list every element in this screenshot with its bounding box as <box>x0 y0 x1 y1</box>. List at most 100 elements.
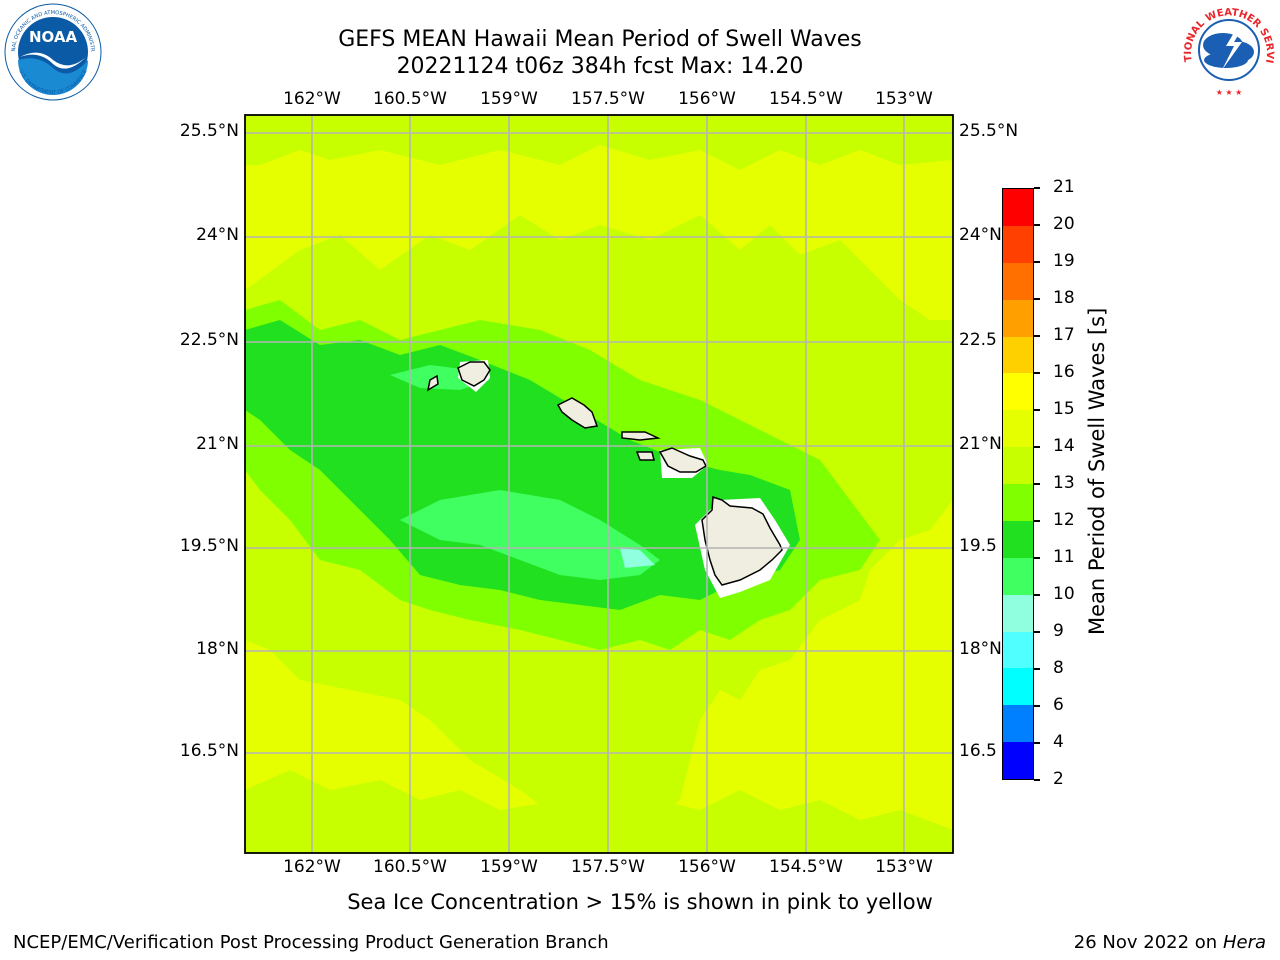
colorbar-ticks: 2 4 6 8 9 10 11 12 13 14 15 16 17 18 19 20 21 <box>1034 177 1094 789</box>
lon-label-bottom: 156°W <box>678 857 736 877</box>
lon-label-top: 160.5°W <box>373 89 447 109</box>
field-9-10 <box>400 490 660 580</box>
footer-credit: NCEP/EMC/Verification Post Processing Pr… <box>13 932 609 953</box>
island-kahoolawe <box>635 451 655 461</box>
lon-label-bottom: 160.5°W <box>373 857 447 877</box>
footer-date: 26 Nov 2022 on Hera <box>1074 932 1266 953</box>
colorbar-tick-label: 14 <box>1053 436 1075 456</box>
colorbar-segment <box>1003 299 1033 337</box>
lon-label-top: 157.5°W <box>571 89 645 109</box>
colorbar-tick-label: 6 <box>1053 695 1064 715</box>
colorbar-tick-label: 11 <box>1053 547 1075 567</box>
field-8-9 <box>620 548 655 568</box>
colorbar-segment <box>1003 262 1033 300</box>
colorbar-tick-mark <box>1034 520 1040 522</box>
lat-label-left: 24°N <box>196 225 239 245</box>
lat-label-right: 18°N <box>959 639 1002 659</box>
colorbar-tick-label: 17 <box>1053 325 1075 345</box>
lon-label-top: 162°W <box>283 89 341 109</box>
colorbar-tick-label: 13 <box>1053 473 1075 493</box>
colorbar-segment <box>1003 336 1033 374</box>
lon-label-top: 153°W <box>875 89 933 109</box>
noaa-logo: NOAA NATIONAL OCEANIC AND ATMOSPHERIC AD… <box>3 2 102 101</box>
colorbar-segment <box>1003 189 1033 226</box>
lat-label-right: 22.5 <box>959 330 997 350</box>
lat-label-left: 22.5°N <box>179 330 239 350</box>
colorbar-tick-mark <box>1034 594 1040 596</box>
map-frame <box>244 114 954 854</box>
colorbar-tick-label: 4 <box>1053 732 1064 752</box>
lon-label-bottom: 153°W <box>875 857 933 877</box>
lat-label-left: 18°N <box>196 639 239 659</box>
colorbar-tick-mark <box>1034 224 1040 226</box>
colorbar-tick-label: 21 <box>1053 177 1075 197</box>
colorbar-tick-mark <box>1034 409 1040 411</box>
lat-label-left: 25.5°N <box>179 121 239 141</box>
colorbar <box>1002 188 1034 780</box>
colorbar-tick-mark <box>1034 631 1040 633</box>
island-niihau <box>426 374 439 392</box>
colorbar-segment <box>1003 594 1033 632</box>
island-molokai <box>621 431 661 441</box>
lat-label-right: 25.5°N <box>959 121 1019 141</box>
colorbar-segment <box>1003 668 1033 706</box>
chart-subtitle: 20221124 t06z 384h fcst Max: 14.20 <box>396 54 804 79</box>
colorbar-segment <box>1003 520 1033 558</box>
colorbar-tick-mark <box>1034 446 1040 448</box>
colorbar-tick-mark <box>1034 668 1040 670</box>
colorbar-label: Mean Period of Swell Waves [s] <box>1085 307 1109 635</box>
lat-label-left: 19.5°N <box>179 536 239 556</box>
colorbar-tick-mark <box>1034 372 1040 374</box>
colorbar-segment <box>1003 447 1033 484</box>
colorbar-segment <box>1003 484 1033 521</box>
nws-logo: NATIONAL WEATHER SERVICE ★ ★ ★ <box>1178 0 1277 98</box>
island-hawaii <box>701 495 783 586</box>
field-12-13-south <box>245 770 953 853</box>
colorbar-tick-label: 20 <box>1053 214 1075 234</box>
lat-label-right: 24°N <box>959 225 1002 245</box>
colorbar-segment <box>1003 557 1033 595</box>
field-12-13-top <box>245 115 953 170</box>
lon-label-bottom: 162°W <box>283 857 341 877</box>
lon-label-bottom: 157.5°W <box>571 857 645 877</box>
footer-host: Hera <box>1222 932 1266 953</box>
lon-label-top: 156°W <box>678 89 736 109</box>
lon-label-top: 154.5°W <box>769 89 843 109</box>
island-kauai <box>457 361 491 387</box>
colorbar-segment <box>1003 225 1033 263</box>
lat-label-right: 19.5 <box>959 536 997 556</box>
lon-label-top: 159°W <box>480 89 538 109</box>
chart-title: GEFS MEAN Hawaii Mean Period of Swell Wa… <box>338 27 862 52</box>
islands <box>426 361 783 586</box>
colorbar-tick-label: 9 <box>1053 621 1064 641</box>
colorbar-segment <box>1003 705 1033 743</box>
lat-label-left: 16.5°N <box>179 741 239 761</box>
noaa-logo-text: NOAA <box>29 28 78 46</box>
colorbar-tick-label: 10 <box>1053 584 1075 604</box>
gridlines <box>245 115 953 853</box>
island-oahu <box>556 397 599 429</box>
nws-stars-icon: ★ ★ ★ <box>1216 88 1243 97</box>
field-10-11 <box>245 320 800 610</box>
colorbar-tick-mark <box>1034 335 1040 337</box>
colorbar-tick-mark <box>1034 705 1040 707</box>
sea-ice-note: Sea Ice Concentration > 15% is shown in … <box>347 890 933 914</box>
swell-period-field <box>245 115 953 853</box>
colorbar-tick-label: 19 <box>1053 251 1075 271</box>
lon-label-bottom: 159°W <box>480 857 538 877</box>
colorbar-tick-mark <box>1034 187 1040 189</box>
colorbar-tick-label: 2 <box>1053 769 1064 789</box>
colorbar-tick-mark <box>1034 298 1040 300</box>
colorbar-tick-label: 12 <box>1053 510 1075 530</box>
colorbar-tick-label: 18 <box>1053 288 1075 308</box>
lon-label-bottom: 154.5°W <box>769 857 843 877</box>
colorbar-tick-mark <box>1034 557 1040 559</box>
colorbar-tick-label: 16 <box>1053 362 1075 382</box>
colorbar-tick-mark <box>1034 742 1040 744</box>
colorbar-segment <box>1003 631 1033 669</box>
colorbar-segment <box>1003 742 1033 779</box>
colorbar-tick-mark <box>1034 483 1040 485</box>
footer-date-text: 26 Nov 2022 on <box>1073 932 1218 953</box>
lat-label-right: 16.5 <box>959 741 997 761</box>
